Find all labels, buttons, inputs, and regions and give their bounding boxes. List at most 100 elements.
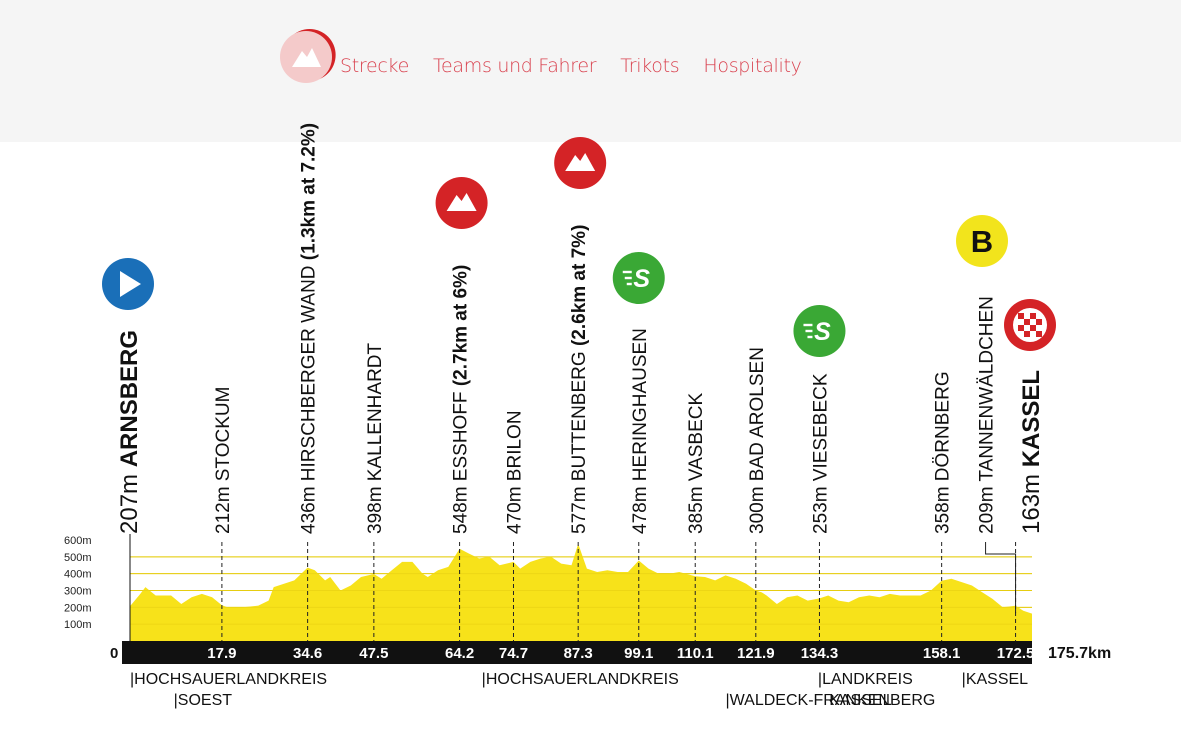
district-label: |WALDECK-FRANKENBERG	[726, 692, 936, 709]
waypoint-elevation: 548m	[451, 481, 472, 534]
km-tick-label: 47.5	[359, 645, 388, 662]
district-label: |KASSEL	[962, 671, 1029, 688]
waypoint-elevation: 385m	[686, 481, 707, 534]
waypoint-elevation: 207m	[116, 467, 143, 534]
nav-hospitality[interactable]: Hospitality	[703, 55, 802, 77]
sprint-letter: S	[633, 265, 650, 293]
km-tick-label: 74.7	[499, 645, 528, 662]
waypoint-label: 470m BRILON	[504, 410, 525, 534]
waypoint-climb-detail: (2.7km at 6%)	[451, 265, 472, 392]
district-label: |SOEST	[174, 692, 233, 709]
finish-icon	[1004, 299, 1056, 351]
y-tick-label: 600m	[64, 535, 92, 547]
km-tick-label: 121.9	[737, 645, 775, 662]
waypoint-climb-detail: (2.6km at 7%)	[569, 225, 590, 352]
waypoint-label: 163m KASSEL	[1018, 370, 1045, 534]
checker-square	[1030, 325, 1036, 331]
waypoint-icons: S S B	[102, 29, 1056, 357]
bonus-icon: B	[956, 215, 1008, 267]
waypoint-label: 212m STOCKUM	[213, 387, 234, 534]
mountain-glyph	[446, 193, 477, 211]
waypoint-name: BAD AROLSEN	[747, 347, 768, 481]
bonus-letter: B	[971, 224, 993, 259]
km-tick-label: 34.6	[293, 645, 322, 662]
km-tick-label: 87.3	[564, 645, 593, 662]
icon-circle	[956, 215, 1008, 267]
waypoint-name: HERINGHAUSEN	[630, 328, 651, 481]
waypoint-elevation: 163m	[1018, 467, 1045, 534]
waypoint-elevation: 398m	[365, 481, 386, 534]
checker-square	[1036, 331, 1042, 337]
waypoint-climb-detail: (1.3km at 7.2%)	[299, 123, 320, 266]
waypoint-label: 548m ESSHOFF (2.7km at 6%)	[451, 265, 472, 534]
waypoint-label: 358m DÖRNBERG	[933, 371, 954, 534]
checker-square	[1018, 325, 1024, 331]
checker-square	[1018, 313, 1024, 319]
y-axis-ticks: 600m 500m 400m 300m 200m 100m	[64, 534, 131, 641]
main-nav: Strecke Teams und Fahrer Trikots Hospita…	[280, 31, 826, 83]
waypoint-name: KASSEL	[1018, 370, 1045, 467]
km-tick-label: 134.3	[801, 645, 839, 662]
zero-km-label: 0	[110, 645, 118, 662]
waypoint-elevation: 478m	[630, 481, 651, 534]
mountain-logo-icon	[280, 31, 332, 83]
waypoint-name: BUTTENBERG	[569, 351, 590, 481]
waypoint-label: 577m BUTTENBERG (2.6km at 7%)	[569, 225, 590, 534]
waypoint-elevation: 212m	[213, 481, 234, 534]
waypoint-label: 385m VASBECK	[686, 393, 707, 534]
nav-strecke[interactable]: Strecke	[340, 55, 409, 77]
nav-trikots[interactable]: Trikots	[620, 55, 680, 77]
elevation-area	[130, 543, 1032, 641]
waypoint-name: KALLENHARDT	[365, 342, 386, 481]
sprint-icon: S	[612, 252, 665, 304]
sprint-letter: S	[814, 318, 831, 346]
elevation-profile-area	[130, 543, 1032, 641]
total-distance-label: 175.7km	[1048, 645, 1111, 662]
climb-icon	[435, 177, 488, 229]
bonus-leader	[985, 542, 1017, 613]
waypoint-elevation: 470m	[504, 481, 525, 534]
checker-square	[1024, 331, 1030, 337]
waypoint-label: 209m TANNENWÄLDCHEN	[977, 296, 998, 534]
district-label: |HOCHSAUERLANDKREIS	[130, 671, 327, 688]
waypoint-elevation: 209m	[977, 482, 998, 534]
km-tick-label: 17.9	[207, 645, 236, 662]
distance-bar: 0 17.9 34.6 47.5 64.2 74.7 87.3 99.1 110.1 121.9 1…	[110, 641, 1111, 664]
waypoint-elevation: 577m	[569, 481, 590, 534]
play-triangle	[120, 271, 141, 297]
start-icon	[102, 258, 154, 310]
icon-circle	[612, 252, 665, 304]
y-tick-label: 500m	[64, 552, 92, 564]
waypoint-label: 253m VIESEBECK	[810, 373, 831, 534]
checker-square	[1036, 319, 1042, 325]
climb-icon	[554, 137, 607, 189]
waypoint-label: 207m ARNSBERG	[116, 330, 143, 534]
waypoint-label: 398m KALLENHARDT	[365, 342, 386, 534]
waypoint-name: ESSHOFF	[451, 391, 472, 481]
km-tick-label: 172.5	[997, 645, 1035, 662]
waypoint-name: HIRSCHBERGER WAND	[299, 265, 320, 481]
y-tick-label: 300m	[64, 586, 92, 598]
waypoint-name: STOCKUM	[213, 387, 234, 482]
y-tick-label: 100m	[64, 619, 92, 631]
mountain-glyph	[565, 153, 596, 171]
icon-circle	[793, 305, 846, 357]
district-label: |LANDKREIS	[818, 671, 913, 688]
waypoint-elevation: 358m	[933, 481, 954, 534]
waypoint-label: 478m HERINGHAUSEN	[630, 328, 651, 534]
waypoint-name: BRILON	[504, 410, 525, 481]
waypoint-name: VASBECK	[686, 393, 707, 482]
waypoint-name: TANNENWÄLDCHEN	[977, 296, 998, 481]
top-navigation-bar	[0, 0, 1181, 142]
waypoint-elevation: 436m	[299, 481, 320, 534]
y-tick-label: 400m	[64, 569, 92, 581]
district-labels: |HOCHSAUERLANDKREIS |SOEST |HOCHSAUERLANDK…	[130, 671, 1028, 709]
waypoint-elevation: 300m	[747, 481, 768, 534]
waypoint-guides	[221, 542, 1017, 641]
distance-bar	[122, 641, 1032, 664]
km-tick-label: 99.1	[624, 645, 653, 662]
district-label: KASSEL	[829, 692, 891, 709]
km-tick-label: 64.2	[445, 645, 474, 662]
nav-teams-und-fahrer[interactable]: Teams und Fahrer	[432, 55, 597, 77]
